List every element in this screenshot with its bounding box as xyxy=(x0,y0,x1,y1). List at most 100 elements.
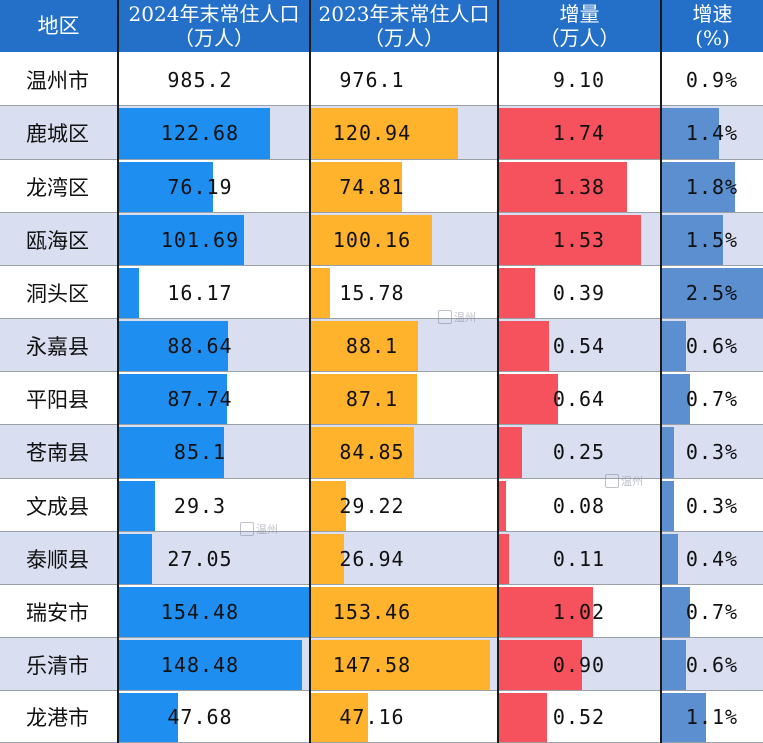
value-pop2024: 148.48 xyxy=(160,652,240,677)
bar-increase xyxy=(499,215,641,265)
header-region-line-0: 地区 xyxy=(37,14,80,38)
bar-rate xyxy=(662,268,763,318)
bar-rate xyxy=(662,321,687,371)
bar-pop2023 xyxy=(311,215,433,265)
value-pop2024: 27.05 xyxy=(167,546,233,571)
value-pop2023: 84.85 xyxy=(339,440,405,464)
bar-increase xyxy=(499,162,627,212)
value-increase: 0.11 xyxy=(552,546,606,571)
watermark-logo: 温州 xyxy=(438,309,476,325)
bar-rate xyxy=(662,427,675,478)
value-pop2023: 26.94 xyxy=(339,546,405,571)
row-divider xyxy=(0,531,763,532)
row-divider xyxy=(0,105,763,106)
bar-pop2023 xyxy=(311,321,418,371)
bar-pop2024 xyxy=(119,108,270,159)
bar-rate xyxy=(662,108,719,159)
bar-increase xyxy=(499,268,536,318)
value-pop2024: 88.64 xyxy=(167,333,233,358)
value-increase: 0.90 xyxy=(552,652,606,677)
table-row xyxy=(0,53,763,106)
value-increase: 0.52 xyxy=(552,705,606,729)
value-increase: 9.10 xyxy=(552,67,606,92)
header-pop2023-line-0: 2023年末常住人口 xyxy=(318,2,490,26)
header-increase-line-0: 增量 xyxy=(559,2,600,26)
value-increase: 0.25 xyxy=(552,440,606,464)
watermark-logo: 温州 xyxy=(240,521,278,537)
region-name: 苍南县 xyxy=(26,441,89,465)
row-divider xyxy=(0,478,763,479)
value-increase: 0.08 xyxy=(552,493,606,518)
bar-pop2023 xyxy=(311,162,402,212)
region-name: 温州市 xyxy=(26,68,89,93)
row-divider xyxy=(0,690,763,691)
region-name: 鹿城区 xyxy=(26,122,89,146)
bar-rate xyxy=(662,693,707,742)
row-divider xyxy=(0,265,763,266)
value-increase: 1.38 xyxy=(552,174,606,199)
watermark-text: 温州 xyxy=(454,311,476,324)
watermark-text: 温州 xyxy=(256,523,278,536)
bar-increase xyxy=(499,321,549,371)
value-rate: 0.6% xyxy=(685,333,739,358)
value-rate: 0.6% xyxy=(685,652,739,677)
row-divider xyxy=(0,637,763,638)
column-divider xyxy=(309,0,311,743)
value-rate: 1.4% xyxy=(685,121,739,145)
value-pop2023: 100.16 xyxy=(332,227,412,252)
value-pop2024: 85.1 xyxy=(173,440,227,464)
region-name: 泰顺县 xyxy=(26,547,89,572)
bar-increase xyxy=(499,427,523,478)
bar-pop2023 xyxy=(311,587,497,637)
bar-pop2023 xyxy=(311,481,347,531)
bar-pop2024 xyxy=(119,215,245,265)
region-name: 永嘉县 xyxy=(26,334,89,359)
bar-pop2024 xyxy=(119,321,229,371)
value-increase: 1.53 xyxy=(552,227,606,252)
region-name: 乐清市 xyxy=(26,653,89,678)
bar-pop2023 xyxy=(311,693,369,742)
row-divider xyxy=(0,318,763,319)
bar-pop2023 xyxy=(311,374,417,424)
value-increase: 0.64 xyxy=(552,386,606,411)
value-rate: 0.4% xyxy=(685,546,739,571)
row-divider xyxy=(0,584,763,585)
bar-rate xyxy=(662,162,735,212)
value-increase: 1.74 xyxy=(552,121,606,145)
value-rate: 0.3% xyxy=(685,493,739,518)
value-rate: 0.7% xyxy=(685,386,739,411)
bar-pop2024 xyxy=(119,587,309,637)
region-name: 平阳县 xyxy=(26,387,89,412)
watermark-logo: 温州 xyxy=(605,473,643,489)
value-rate: 0.7% xyxy=(685,599,739,624)
value-pop2023: 120.94 xyxy=(332,121,412,145)
region-name: 龙湾区 xyxy=(26,175,89,200)
bar-increase xyxy=(499,108,660,159)
row-divider xyxy=(0,212,763,213)
region-name: 瑞安市 xyxy=(26,600,89,625)
region-name: 瓯海区 xyxy=(26,228,89,253)
bar-pop2023 xyxy=(311,534,344,584)
value-pop2023: 29.22 xyxy=(339,493,405,518)
watermark-text: 温州 xyxy=(621,475,643,488)
bar-increase xyxy=(499,587,594,637)
value-pop2024: 16.17 xyxy=(167,280,233,305)
value-pop2024: 101.69 xyxy=(160,227,240,252)
bar-pop2024 xyxy=(119,481,156,531)
bar-rate xyxy=(662,481,675,531)
header-pop2024-line-0: 2024年末常住人口 xyxy=(128,2,300,26)
header-pop2023: 2023年末常住人口 （万人） xyxy=(311,0,497,52)
value-rate: 2.5% xyxy=(685,280,739,305)
column-divider xyxy=(497,0,499,743)
region-name: 文成县 xyxy=(26,494,89,519)
bar-pop2023 xyxy=(311,268,331,318)
value-rate: 1.5% xyxy=(685,227,739,252)
value-pop2024: 154.48 xyxy=(160,599,240,624)
bar-rate xyxy=(662,534,679,584)
value-rate: 1.8% xyxy=(685,174,739,199)
header-region: 地区 xyxy=(0,0,117,52)
row-divider xyxy=(0,159,763,160)
bar-pop2024 xyxy=(119,534,153,584)
bar-pop2024 xyxy=(119,640,302,690)
